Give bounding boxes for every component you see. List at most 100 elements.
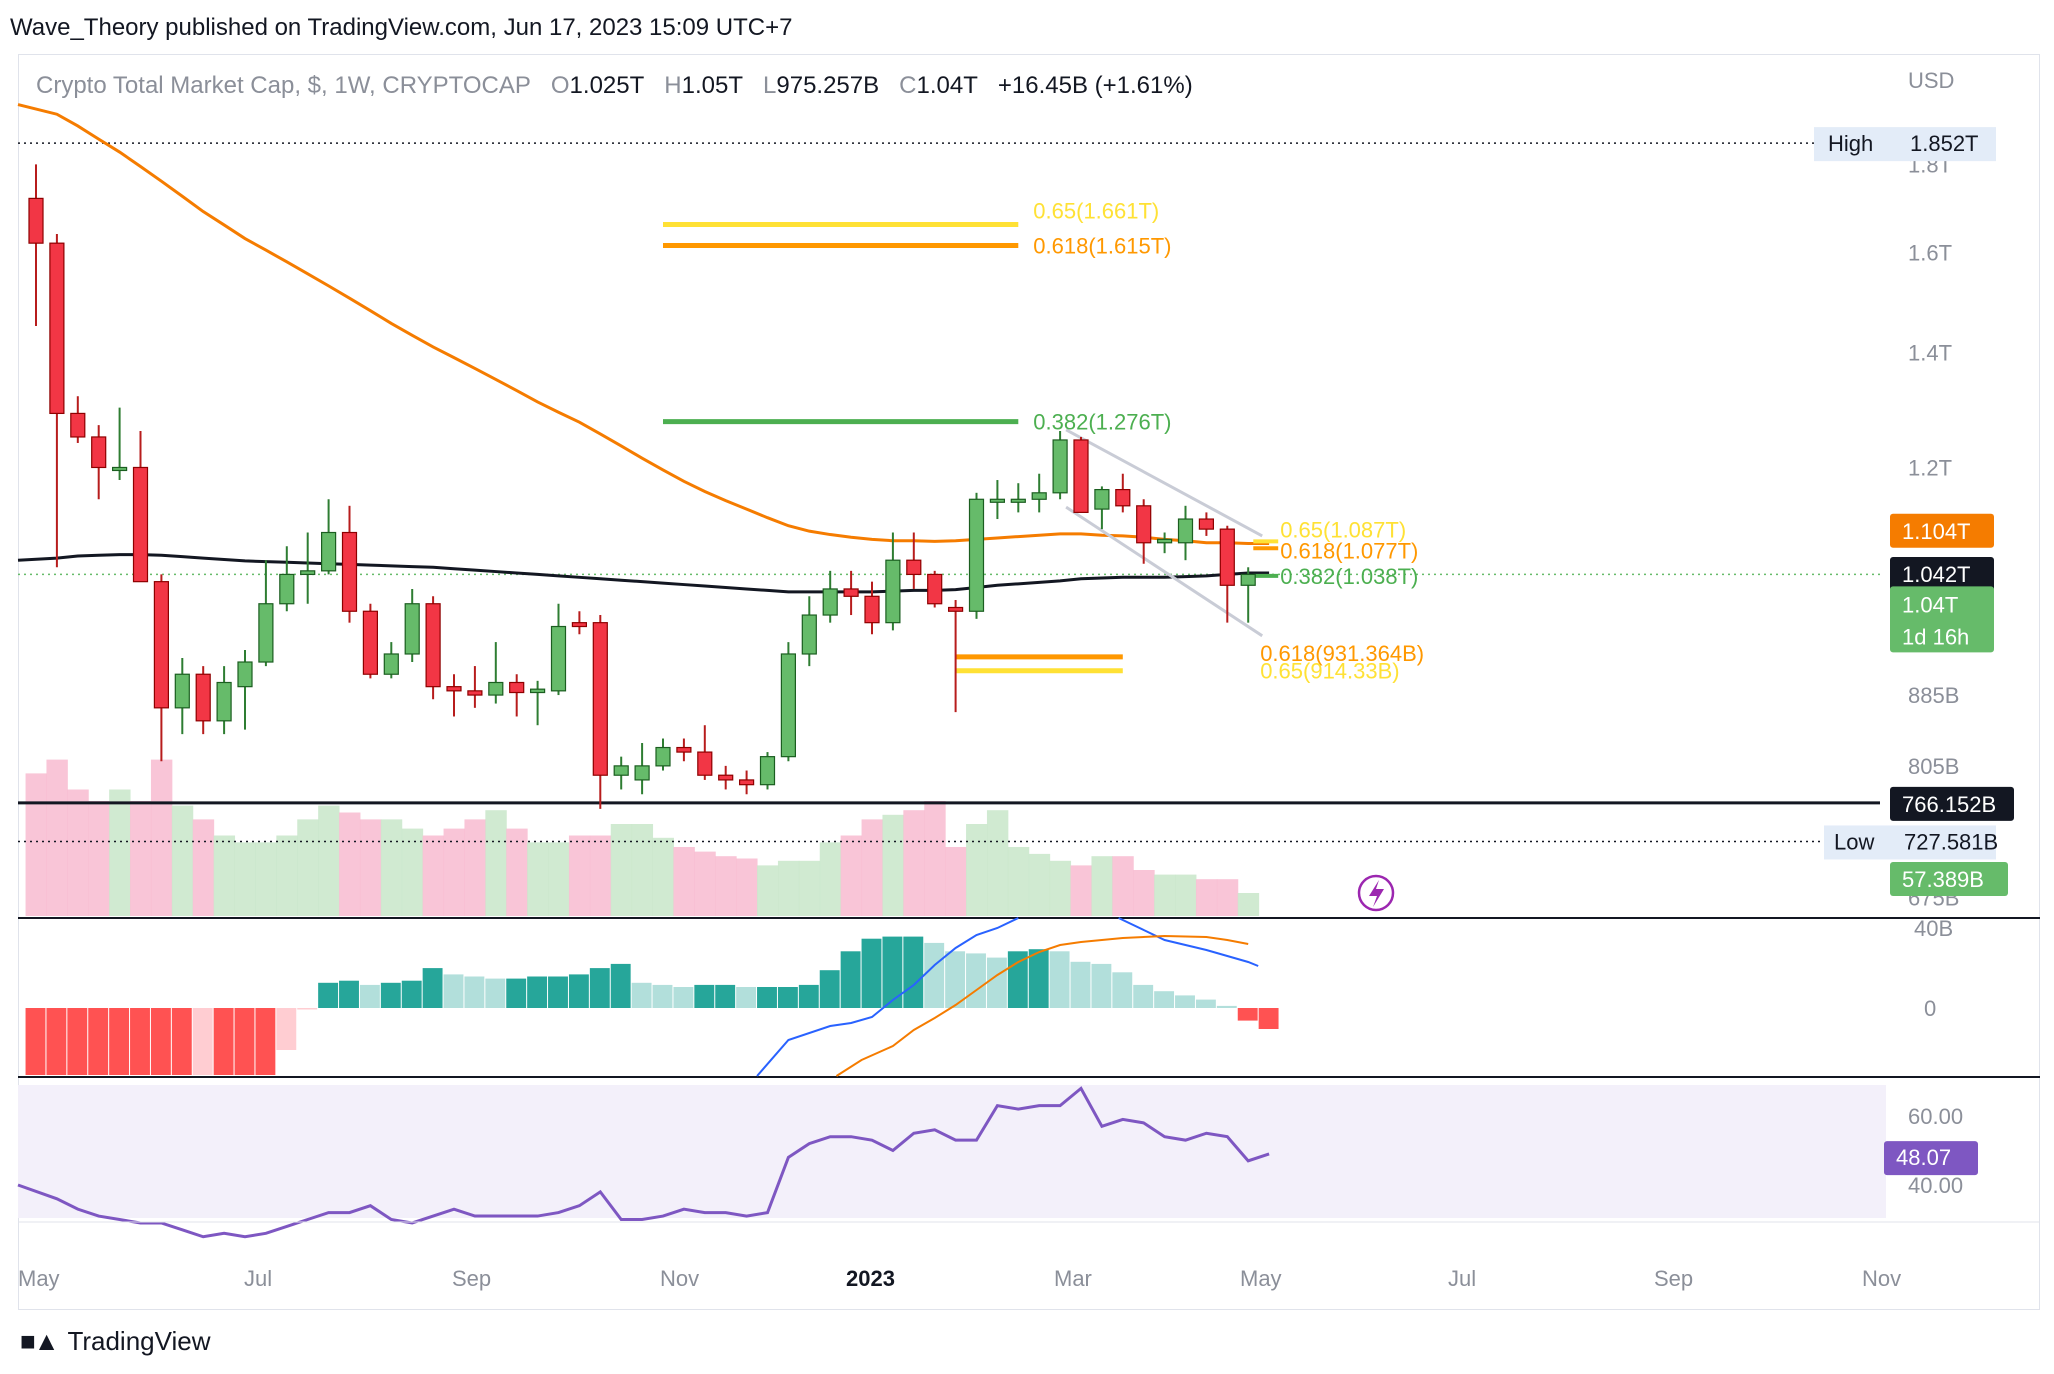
current-price-badge: 1.04T (1902, 592, 1958, 617)
candle-body (676, 746, 692, 753)
candle-body (906, 559, 922, 576)
macd-histogram-bar (1091, 963, 1112, 1008)
support-badge-bg (1890, 786, 2014, 821)
volume-bar (1154, 874, 1176, 916)
macd-histogram-bar (1154, 991, 1175, 1008)
candle-body (822, 588, 838, 616)
volume-bar (903, 810, 925, 916)
candle-body (529, 688, 546, 694)
open-label: O (550, 72, 570, 99)
lightning-icon (1369, 880, 1384, 907)
candle-body (488, 681, 504, 696)
macd-histogram-bar (945, 951, 966, 1008)
macd-histogram-bar (1112, 972, 1133, 1008)
tradingview-brand[interactable]: ■▲ TradingView (20, 1326, 211, 1357)
candle-body (864, 595, 880, 624)
volume-bar (986, 810, 1009, 916)
volume-bar (255, 842, 277, 916)
macd-histogram-bar (401, 980, 422, 1008)
volume-bar (840, 835, 863, 916)
volume-bar (339, 812, 361, 916)
candle-body (1052, 439, 1068, 494)
ema-black-line (17, 553, 1270, 594)
volume-bar (798, 860, 821, 916)
macd-histogram-bar (694, 984, 715, 1008)
time-axis-label: Jul (244, 1266, 272, 1291)
rsi-badge-bg (1884, 1141, 1978, 1176)
change-value: +16.45B (+1.61%) (997, 72, 1193, 99)
rsi-axis-tick: 60.00 (1908, 1104, 1963, 1129)
volume-bar (631, 824, 654, 916)
macd-histogram-bar (610, 963, 631, 1008)
volume-bar (777, 860, 800, 916)
macd-histogram-bar (548, 976, 568, 1008)
macd-histogram-bar (736, 987, 757, 1008)
candle-body (1219, 528, 1235, 586)
close-label: C (899, 72, 917, 99)
volume-bar (171, 805, 194, 916)
macd-histogram-bar (276, 1008, 297, 1050)
candle-body (927, 573, 943, 605)
macd-histogram-bar (1216, 1005, 1237, 1008)
volume-bar (234, 842, 256, 916)
high-badge-bg (1814, 127, 1996, 162)
candle-body (1031, 492, 1047, 500)
volume-badge: 57.389B (1902, 867, 1984, 892)
macd-histogram-bar (255, 1008, 276, 1075)
high-badge-value: 1.852T (1910, 131, 1979, 156)
rsi-current-badge: 48.07 (1896, 1145, 1951, 1170)
volume-bar (422, 835, 445, 916)
volume-bar (882, 814, 904, 916)
macd-histogram-bar (757, 987, 777, 1008)
candle-body (780, 653, 797, 758)
volume-bar (1049, 860, 1072, 916)
price-axis-tick: 1.4T (1908, 340, 1952, 365)
macd-histogram-bar (46, 1008, 67, 1075)
macd-histogram-bar (903, 936, 924, 1008)
ema-orange-line (17, 103, 1270, 545)
candle-body (634, 765, 650, 781)
macd-histogram-bar (192, 1008, 213, 1075)
open-value: 1.025T (569, 72, 645, 99)
symbol-title[interactable]: Crypto Total Market Cap, $, 1W, CRYPTOCA… (36, 72, 531, 99)
candle-body (91, 436, 107, 469)
candle-body (49, 242, 65, 415)
volume-bar (25, 773, 47, 916)
macd-histogram-bar (1070, 961, 1091, 1008)
macd-histogram-bar (1258, 1008, 1279, 1029)
volume-bar (736, 858, 758, 916)
volume-badge-bg (1890, 862, 2008, 896)
candle-body (467, 690, 483, 696)
fib-level-label: 0.618(931.364B) (1260, 641, 1424, 666)
volume-bar (945, 847, 967, 916)
volume-bar (715, 856, 737, 916)
rsi-band (18, 1085, 1886, 1218)
volume-bar (1112, 856, 1134, 916)
volume-bar (276, 835, 298, 916)
macd-histogram-bar (422, 968, 443, 1008)
volume-bar (861, 819, 883, 916)
candle-body (989, 498, 1006, 503)
high-badge-label: High (1828, 131, 1873, 156)
candle-body (718, 774, 734, 781)
volume-bar (819, 842, 842, 916)
candle-body (843, 588, 859, 597)
macd-histogram-bar (777, 987, 798, 1008)
candle-body (279, 573, 295, 605)
candle-body (801, 614, 817, 655)
current-price-badge-bg (1890, 586, 1994, 653)
candle-body (968, 498, 985, 612)
volume-bar (1237, 893, 1260, 916)
candle-body (1136, 505, 1152, 544)
high-label: H (664, 72, 682, 99)
price-axis-tick: 1.6T (1908, 240, 1952, 265)
price-axis-unit: USD (1908, 68, 1954, 93)
macd-histogram-bar (1133, 984, 1154, 1008)
macd-histogram-bar (1049, 951, 1070, 1008)
time-axis-label: Jul (1448, 1266, 1476, 1291)
time-axis-label: May (1240, 1266, 1282, 1291)
macd-histogram-bar (213, 1008, 234, 1075)
low-badge-value: 727.581B (1904, 829, 1998, 854)
candle-body (362, 610, 378, 675)
